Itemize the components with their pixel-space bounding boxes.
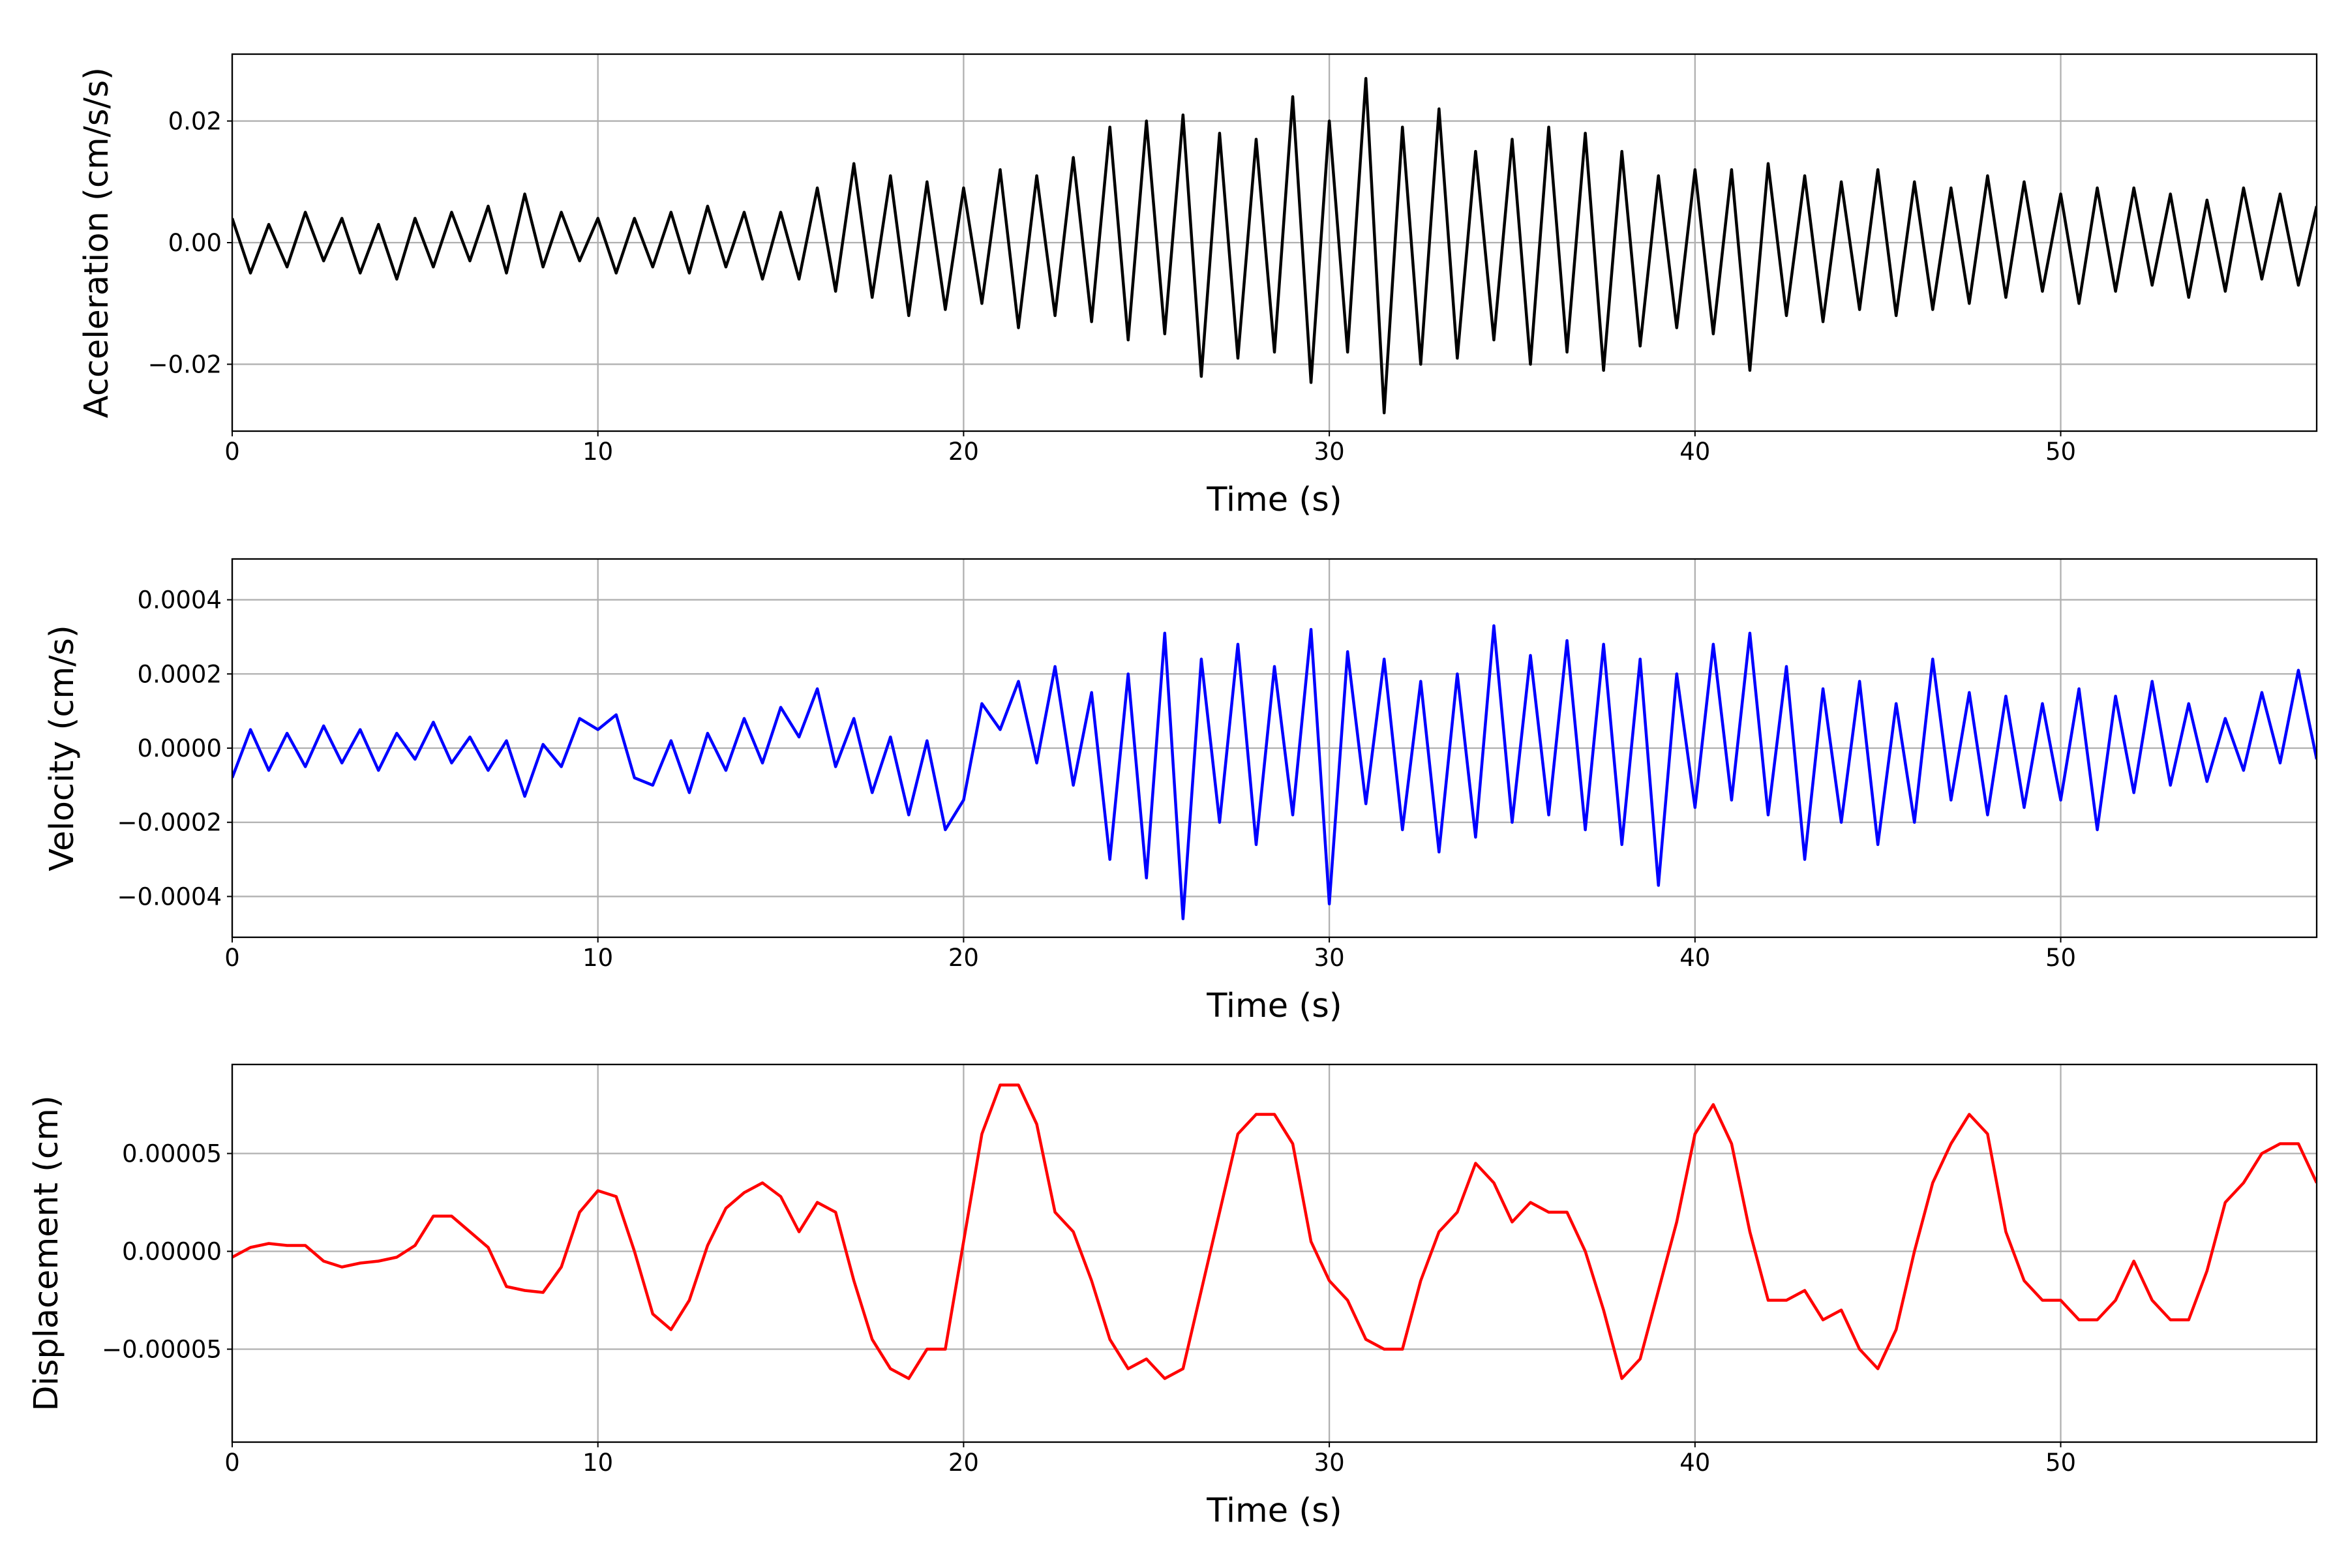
x-axis-label: Time (s) — [1206, 987, 1342, 1025]
axes-frame — [231, 558, 2318, 939]
y-tick-label: 0.0002 — [138, 660, 222, 688]
y-tick-label: 0.00000 — [122, 1238, 222, 1266]
x-tick-label: 30 — [1314, 438, 1345, 466]
x-tick-label: 0 — [224, 1449, 240, 1477]
y-tick-label: −0.02 — [148, 350, 222, 378]
x-tick-label: 40 — [1679, 944, 1710, 972]
x-tick-label: 50 — [2045, 438, 2076, 466]
y-tick-label: 0.0004 — [138, 586, 222, 614]
x-axis-label: Time (s) — [1206, 481, 1342, 519]
y-tick-label: −0.0004 — [117, 882, 222, 911]
signal-line — [232, 1083, 2317, 1380]
x-tick-label: 20 — [948, 944, 979, 972]
y-tick-label: 0.0000 — [138, 734, 222, 762]
x-tick-label: 40 — [1679, 438, 1710, 466]
x-tick-label: 20 — [948, 438, 979, 466]
x-tick-label: 0 — [224, 944, 240, 972]
axes-frame — [231, 1063, 2318, 1443]
x-axis-label: Time (s) — [1206, 1492, 1342, 1530]
x-tick-label: 10 — [582, 944, 613, 972]
x-tick-label: 0 — [224, 438, 240, 466]
x-tick-label: 40 — [1679, 1449, 1710, 1477]
y-tick-label: 0.00 — [168, 229, 222, 257]
x-tick-label: 50 — [2045, 1449, 2076, 1477]
axes-frame — [231, 53, 2318, 432]
y-tick-label: −0.00005 — [102, 1336, 222, 1364]
y-tick-label: 0.00005 — [122, 1140, 222, 1168]
signal-line — [232, 624, 2317, 920]
y-tick-label: 0.02 — [168, 108, 222, 136]
y-axis-label: Acceleration (cm/s/s) — [78, 67, 116, 418]
x-tick-label: 30 — [1314, 944, 1345, 972]
y-axis-label: Velocity (cm/s) — [43, 625, 82, 871]
x-tick-label: 10 — [582, 438, 613, 466]
y-tick-label: −0.0002 — [117, 809, 222, 837]
x-tick-label: 50 — [2045, 944, 2076, 972]
x-tick-label: 10 — [582, 1449, 613, 1477]
signal-line — [232, 77, 2317, 415]
x-tick-label: 30 — [1314, 1449, 1345, 1477]
x-tick-label: 20 — [948, 1449, 979, 1477]
y-axis-label: Displacement (cm) — [27, 1095, 66, 1411]
